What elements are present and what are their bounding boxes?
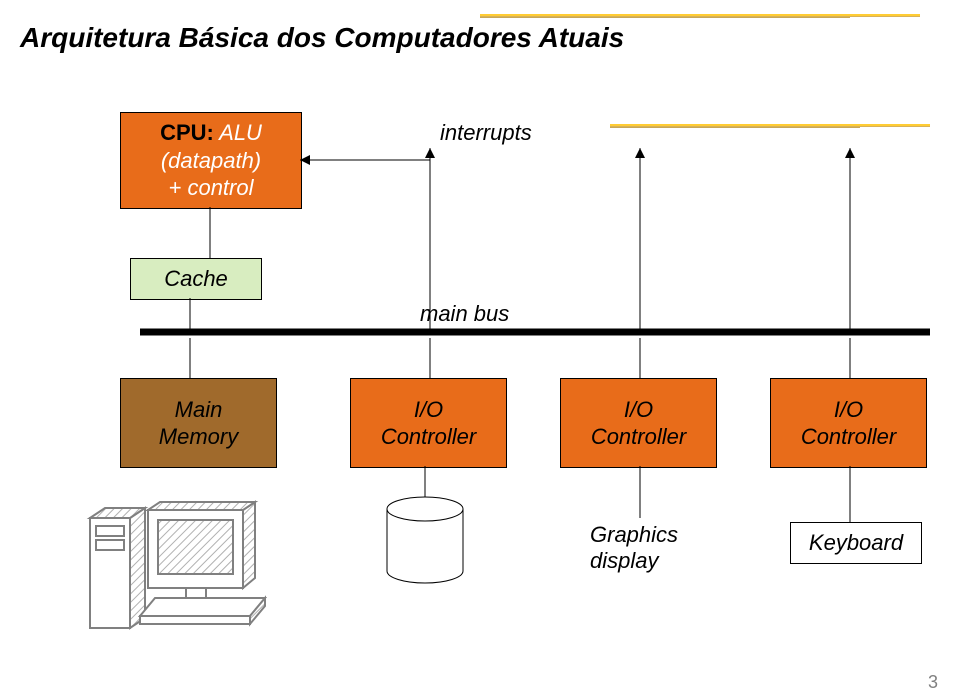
cpu-l1b: ALU (214, 120, 262, 145)
io2-l1: I/O (624, 397, 653, 422)
mem-l2: Memory (159, 424, 238, 449)
label-mainbus: main bus (420, 301, 509, 327)
wires-layer (0, 0, 960, 695)
io1-l1: I/O (414, 397, 443, 422)
label-interrupts: interrupts (440, 120, 532, 146)
cpu-l1a: CPU: (160, 120, 214, 145)
cpu-l3: + control (169, 175, 254, 200)
node-main-memory: Main Memory (120, 378, 277, 468)
cpu-l2: (datapath) (161, 148, 261, 173)
node-cache: Cache (130, 258, 262, 300)
io1-l2: Controller (381, 424, 476, 449)
label-graphics-l1: Graphics (590, 522, 678, 547)
label-graphics: Graphics display (590, 522, 678, 574)
io3-l1: I/O (834, 397, 863, 422)
label-graphics-l2: display (590, 548, 658, 573)
node-keyboard: Keyboard (790, 522, 922, 564)
io2-l2: Controller (591, 424, 686, 449)
node-io-controller-2: I/O Controller (560, 378, 717, 468)
page-title: Arquitetura Básica dos Computadores Atua… (20, 22, 624, 54)
node-io-controller-1: I/O Controller (350, 378, 507, 468)
cache-text: Cache (164, 265, 228, 293)
page-number: 3 (928, 672, 938, 693)
node-cpu: CPU: ALU (datapath) + control (120, 112, 302, 209)
io3-l2: Controller (801, 424, 896, 449)
keyboard-text: Keyboard (809, 529, 903, 557)
mem-l1: Main (175, 397, 223, 422)
node-io-controller-3: I/O Controller (770, 378, 927, 468)
